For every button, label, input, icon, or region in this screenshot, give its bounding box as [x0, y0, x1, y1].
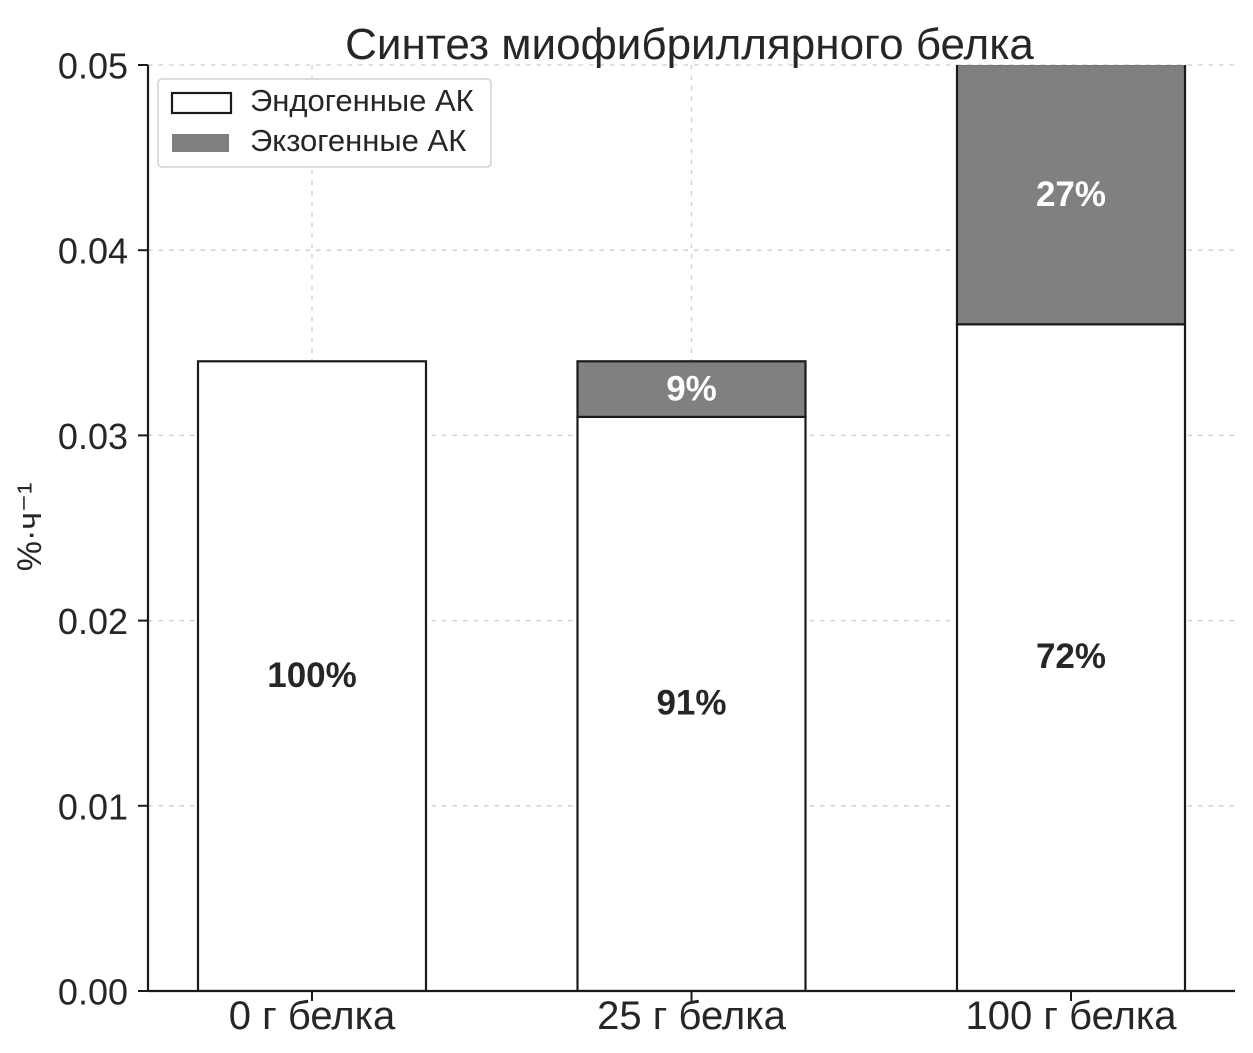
- svg-text:0.02: 0.02: [58, 601, 128, 642]
- svg-text:0.03: 0.03: [58, 416, 128, 457]
- svg-text:0.04: 0.04: [58, 231, 128, 272]
- svg-text:91%: 91%: [656, 683, 726, 722]
- svg-text:0.01: 0.01: [58, 786, 128, 827]
- svg-text:0.00: 0.00: [58, 972, 128, 1013]
- svg-text:27%: 27%: [1036, 175, 1106, 214]
- svg-text:100 г белка: 100 г белка: [966, 994, 1178, 1038]
- svg-text:%·ч⁻¹: %·ч⁻¹: [11, 483, 49, 572]
- svg-text:Экзогенные АК: Экзогенные АК: [250, 123, 466, 158]
- svg-text:0.05: 0.05: [58, 46, 128, 87]
- svg-text:9%: 9%: [666, 370, 717, 409]
- svg-text:72%: 72%: [1036, 637, 1106, 676]
- svg-text:100%: 100%: [267, 656, 357, 695]
- svg-text:0 г белка: 0 г белка: [229, 994, 396, 1038]
- svg-text:25 г белка: 25 г белка: [597, 994, 786, 1038]
- svg-text:Синтез миофибриллярного белка: Синтез миофибриллярного белка: [345, 20, 1034, 69]
- svg-text:Эндогенные АК: Эндогенные АК: [250, 83, 474, 118]
